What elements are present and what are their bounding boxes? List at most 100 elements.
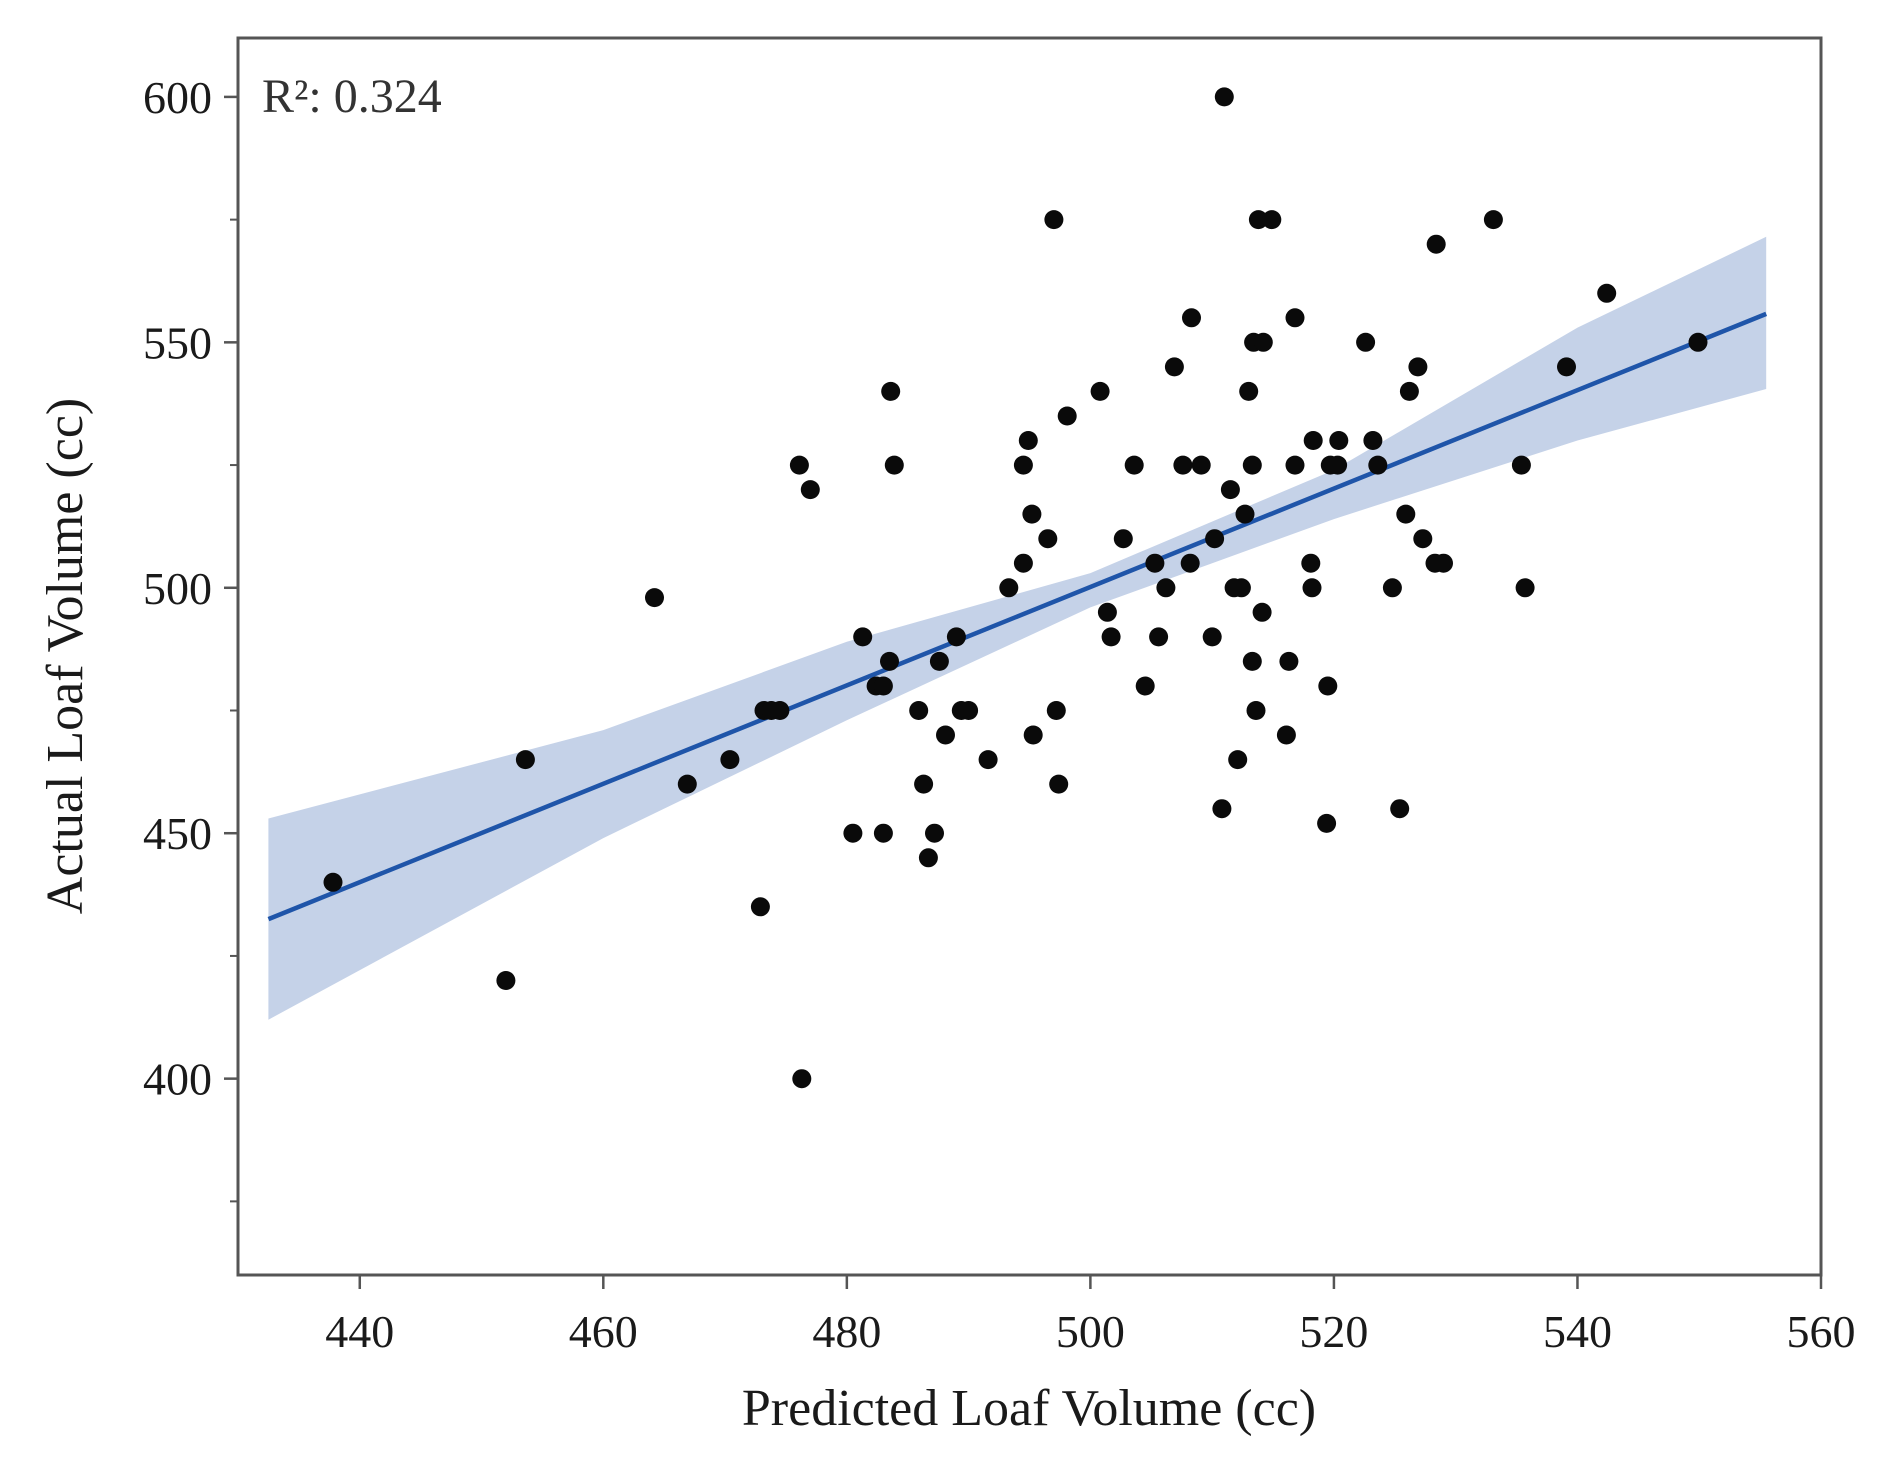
data-point (1214, 87, 1234, 107)
data-point (1382, 578, 1402, 598)
data-point (1390, 799, 1410, 819)
data-point (1253, 332, 1273, 352)
data-point (1235, 504, 1255, 524)
data-point (843, 823, 863, 843)
data-point (1191, 455, 1211, 475)
data-point (677, 774, 697, 794)
data-point (1164, 357, 1184, 377)
regression-line (267, 311, 1768, 922)
y-tick-label: 450 (143, 808, 212, 859)
x-axis-title: Predicted Loaf Volume (cc) (742, 1380, 1316, 1437)
data-point (1212, 799, 1232, 819)
data-point (1515, 578, 1535, 598)
data-point (1013, 455, 1033, 475)
data-point (1149, 627, 1169, 647)
data-point (1363, 431, 1383, 450)
data-point (1285, 455, 1305, 475)
data-point (1301, 553, 1321, 573)
data-point (1228, 750, 1248, 770)
data-point (884, 455, 904, 475)
plot-frame (236, 36, 1823, 1277)
data-point (1483, 210, 1503, 230)
data-point (1318, 676, 1338, 696)
data-point (800, 480, 820, 500)
data-point (1597, 283, 1617, 303)
data-point (918, 848, 938, 868)
data-point (1426, 234, 1446, 254)
data-point (881, 381, 901, 401)
x-tick-label: 440 (325, 1306, 394, 1357)
x-tick-label: 480 (812, 1306, 881, 1357)
y-tick-label: 600 (143, 72, 212, 123)
data-point (1090, 381, 1110, 401)
data-point (1023, 725, 1043, 745)
x-tick-label: 540 (1543, 1306, 1612, 1357)
data-point (1038, 529, 1058, 549)
data-point (1399, 381, 1419, 401)
data-point (1279, 651, 1299, 671)
data-point (1135, 676, 1155, 696)
data-point (1018, 431, 1038, 450)
data-point (1302, 578, 1322, 598)
data-point (1097, 602, 1117, 622)
data-point (1557, 357, 1576, 377)
x-tick-label: 560 (1787, 1306, 1856, 1357)
data-point (1173, 455, 1193, 475)
data-point (1368, 455, 1388, 475)
data-point (792, 1069, 812, 1089)
data-point (1303, 431, 1323, 450)
data-point (1182, 308, 1201, 328)
data-point (1046, 701, 1066, 720)
data-point (789, 455, 809, 475)
data-point (1408, 357, 1428, 377)
data-point (1328, 455, 1348, 475)
confidence-band-layer (268, 236, 1767, 1020)
data-point (515, 750, 535, 770)
data-point (873, 823, 893, 843)
data-point (496, 971, 516, 990)
y-tick-label: 550 (143, 317, 212, 368)
data-point (1113, 529, 1133, 549)
data-point (978, 750, 998, 770)
data-point (914, 774, 934, 794)
data-point (925, 823, 944, 843)
ticks-layer: 440 460 480 500 520 540 560 400 450 500 550 600 (143, 72, 1856, 1357)
data-point (1262, 210, 1282, 230)
data-point (946, 627, 966, 647)
data-point (1252, 602, 1272, 622)
data-point (1242, 651, 1262, 671)
data-point (1044, 210, 1064, 230)
confidence-band (268, 236, 1767, 1020)
data-point (1317, 813, 1337, 833)
data-point (1231, 578, 1251, 598)
data-point (1242, 455, 1262, 475)
y-axis-title: Actual Loaf Volume (cc) (37, 398, 94, 914)
data-point (959, 701, 979, 720)
data-point (1246, 701, 1266, 720)
data-point (1434, 553, 1453, 573)
data-point (999, 578, 1019, 598)
x-tick-label: 460 (569, 1306, 638, 1357)
y-tick-label: 500 (143, 563, 212, 614)
y-tick-label: 400 (143, 1054, 212, 1105)
data-point (1688, 332, 1708, 352)
data-point (1202, 627, 1222, 647)
data-point (1285, 308, 1305, 328)
data-point (645, 588, 664, 608)
data-point (1329, 431, 1349, 450)
data-point (1276, 725, 1296, 745)
data-point (1124, 455, 1144, 475)
data-point (1049, 774, 1069, 794)
x-tick-label: 520 (1299, 1306, 1368, 1357)
data-point (323, 872, 343, 892)
data-point (873, 676, 893, 696)
data-point (1239, 381, 1259, 401)
data-point (720, 750, 740, 770)
data-point (1022, 504, 1042, 524)
data-point (1396, 504, 1416, 524)
data-point (1057, 406, 1077, 426)
r-squared-annotation: R²: 0.324 (262, 70, 442, 123)
data-point (1220, 480, 1240, 500)
data-point (1145, 553, 1165, 573)
